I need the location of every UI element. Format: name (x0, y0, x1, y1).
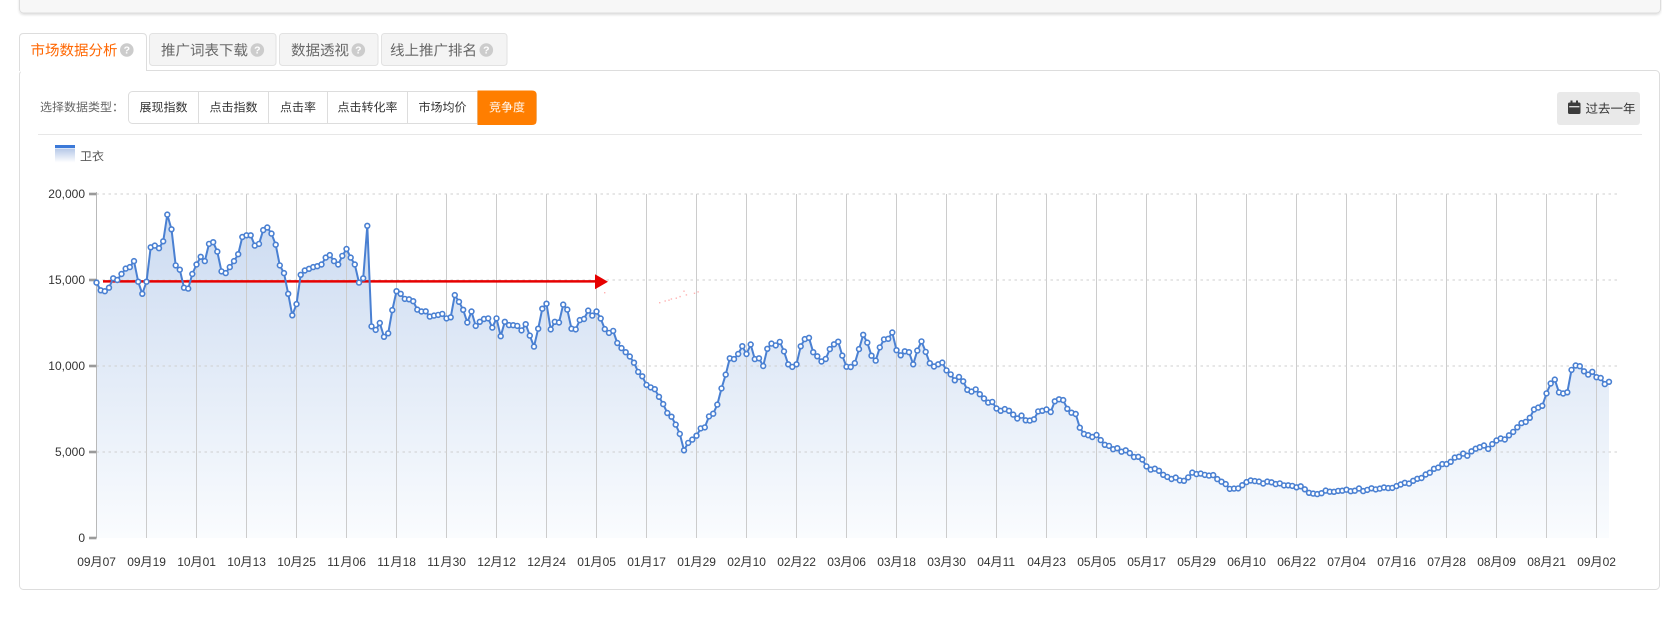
svg-text:02: 02 (1603, 555, 1617, 569)
svg-text:19: 19 (153, 555, 167, 569)
svg-text:04: 04 (977, 555, 991, 569)
svg-text:10: 10 (227, 555, 241, 569)
svg-text:04: 04 (1353, 555, 1367, 569)
svg-text:01: 01 (627, 555, 641, 569)
svg-text:17: 17 (1153, 555, 1167, 569)
svg-text:06: 06 (1227, 555, 1241, 569)
svg-text:24: 24 (553, 555, 567, 569)
svg-text:16: 16 (1403, 555, 1417, 569)
svg-text:08: 08 (1477, 555, 1491, 569)
svg-text:02: 02 (727, 555, 741, 569)
svg-text:06: 06 (353, 555, 367, 569)
svg-text:29: 29 (1203, 555, 1217, 569)
svg-text:01: 01 (577, 555, 591, 569)
svg-text:10: 10 (1253, 555, 1267, 569)
svg-text:05: 05 (1127, 555, 1141, 569)
svg-text:12: 12 (503, 555, 517, 569)
svg-text:22: 22 (803, 555, 817, 569)
svg-text:28: 28 (1453, 555, 1467, 569)
svg-text:11: 11 (377, 555, 390, 569)
svg-text:?: ? (355, 45, 361, 57)
svg-text:10: 10 (177, 555, 191, 569)
svg-text:05: 05 (1177, 555, 1191, 569)
svg-text:0: 0 (78, 531, 85, 545)
svg-text:11: 11 (427, 555, 440, 569)
svg-text:03: 03 (827, 555, 841, 569)
svg-text:01: 01 (677, 555, 691, 569)
svg-text:10,000: 10,000 (48, 359, 85, 373)
svg-text:06: 06 (853, 555, 867, 569)
svg-text:12: 12 (527, 555, 541, 569)
svg-text:03: 03 (877, 555, 891, 569)
svg-text:02: 02 (777, 555, 791, 569)
svg-text:05: 05 (1103, 555, 1117, 569)
svg-text:29: 29 (703, 555, 717, 569)
svg-text:23: 23 (1053, 555, 1067, 569)
svg-text:09: 09 (77, 555, 91, 569)
svg-text:20,000: 20,000 (48, 187, 85, 201)
svg-text:04: 04 (1027, 555, 1041, 569)
svg-text:18: 18 (903, 555, 917, 569)
svg-text:10: 10 (753, 555, 767, 569)
svg-text:13: 13 (253, 555, 267, 569)
svg-text:10: 10 (277, 555, 291, 569)
svg-text:11: 11 (327, 555, 340, 569)
svg-text:30: 30 (453, 555, 467, 569)
svg-text:09: 09 (1503, 555, 1517, 569)
svg-text:21: 21 (1553, 555, 1567, 569)
svg-text:12: 12 (477, 555, 491, 569)
svg-text:05: 05 (1077, 555, 1091, 569)
svg-text:09: 09 (127, 555, 141, 569)
svg-text:07: 07 (1377, 555, 1391, 569)
svg-text:22: 22 (1303, 555, 1317, 569)
svg-text:05: 05 (603, 555, 617, 569)
svg-text:15,000: 15,000 (48, 273, 85, 287)
svg-text:17: 17 (653, 555, 667, 569)
svg-text:18: 18 (403, 555, 417, 569)
svg-text:?: ? (124, 45, 130, 57)
svg-text:07: 07 (1427, 555, 1441, 569)
svg-text:06: 06 (1277, 555, 1291, 569)
svg-text:07: 07 (1327, 555, 1341, 569)
svg-text:?: ? (483, 45, 489, 57)
svg-text:08: 08 (1527, 555, 1541, 569)
svg-text:03: 03 (927, 555, 941, 569)
svg-text:30: 30 (953, 555, 967, 569)
svg-text:07: 07 (103, 555, 117, 569)
svg-text:09: 09 (1577, 555, 1591, 569)
svg-text:5,000: 5,000 (55, 445, 85, 459)
svg-text:11: 11 (1003, 555, 1016, 569)
svg-text:?: ? (254, 45, 260, 57)
svg-text:25: 25 (303, 555, 317, 569)
svg-text:01: 01 (203, 555, 217, 569)
